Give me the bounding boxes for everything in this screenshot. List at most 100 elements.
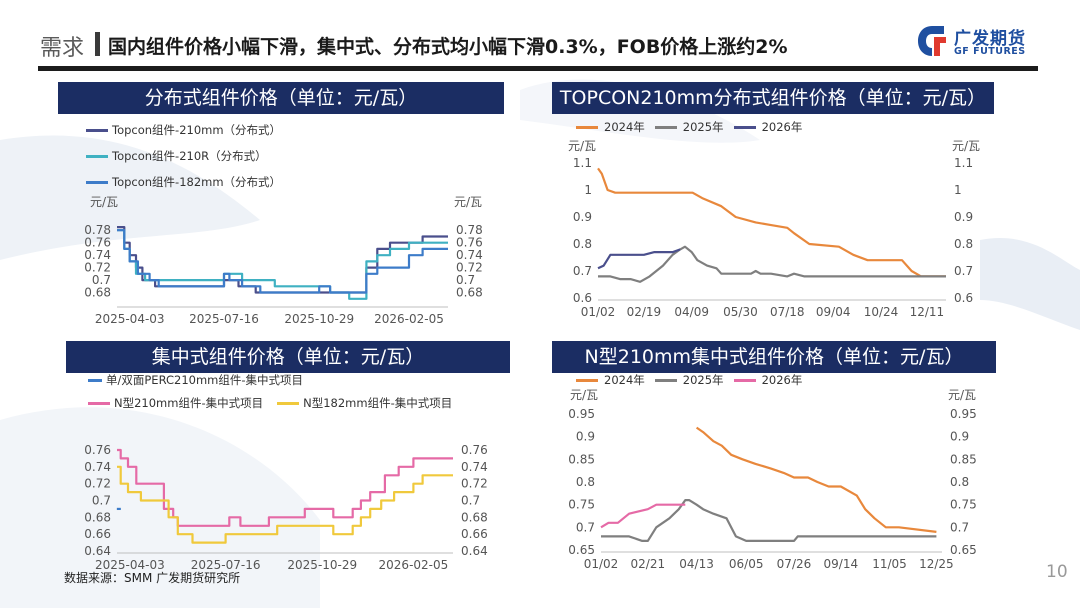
chart1-title: 分布式组件价格（单位：元/瓦） — [58, 82, 504, 114]
y-tick-label-right: 0.74 — [461, 460, 488, 474]
x-tick-label: 2026-02-05 — [374, 312, 444, 326]
y-axis-label-right: 元/瓦 — [948, 388, 976, 402]
y-tick-label-right: 0.76 — [456, 236, 483, 250]
y-tick-label-right: 0.8 — [950, 475, 969, 489]
legend-swatch — [88, 378, 102, 382]
y-tick-label-right: 0.75 — [950, 498, 977, 512]
x-tick-label: 02/19 — [627, 305, 662, 319]
y-tick-label-left: 0.74 — [84, 460, 111, 474]
legend-swatch — [86, 154, 108, 158]
chart4-legend: 2024年 2025年 2026年 — [576, 372, 812, 388]
legend-item: 2025年 — [654, 119, 724, 135]
y-tick-label-right: 0.7 — [456, 273, 475, 287]
y-tick-label-left: 0.8 — [576, 475, 595, 489]
legend-label: 2024年 — [604, 373, 645, 387]
x-tick-label: 2025-04-03 — [95, 312, 165, 326]
y-tick-label-left: 0.9 — [573, 210, 592, 224]
x-tick-label: 07/26 — [777, 557, 812, 571]
y-tick-label-left: 0.8 — [573, 237, 592, 251]
logo-en: GF FUTURES — [954, 46, 1026, 57]
y-tick-label-right: 0.68 — [461, 510, 488, 524]
y-tick-label-right: 0.6 — [954, 291, 973, 305]
x-tick-label: 11/05 — [872, 557, 907, 571]
y-tick-label-right: 0.76 — [461, 443, 488, 457]
y-axis-label-left: 元/瓦 — [90, 195, 118, 209]
chart2-legend: 2024年 2025年 2026年 — [576, 119, 812, 135]
y-tick-label-right: 0.68 — [456, 286, 483, 300]
x-tick-label: 12/25 — [919, 557, 954, 571]
series-line — [695, 426, 937, 533]
x-tick-label: 2025-10-29 — [287, 558, 357, 572]
legend-label: N型210mm组件-集中式项目 — [114, 396, 264, 410]
y-tick-label-right: 0.78 — [456, 223, 483, 237]
x-tick-label: 01/02 — [581, 305, 616, 319]
y-tick-label-right: 1 — [954, 183, 962, 197]
y-axis-label-right: 元/瓦 — [952, 139, 980, 153]
title-bar-accent — [95, 32, 100, 56]
y-tick-label-left: 0.78 — [84, 223, 111, 237]
x-tick-label: 12/11 — [910, 305, 945, 319]
x-tick-label: 2025-04-03 — [95, 558, 165, 572]
x-tick-label: 09/14 — [824, 557, 859, 571]
legend-swatch — [88, 401, 110, 405]
x-tick-label: 2025-07-16 — [191, 558, 261, 572]
legend-item: N型210mm组件-集中式项目 N型182mm组件-集中式项目 — [88, 389, 452, 417]
legend-label: 2024年 — [604, 120, 645, 134]
x-tick-label: 06/05 — [729, 557, 764, 571]
y-axis-label-right: 元/瓦 — [454, 195, 482, 209]
legend-item: 2026年 — [733, 372, 803, 388]
y-tick-label-left: 0.72 — [84, 477, 111, 491]
legend-swatch — [277, 401, 300, 405]
y-tick-label-left: 0.85 — [568, 452, 595, 466]
legend-label: 2026年 — [761, 373, 803, 387]
chart3-legend: 单/双面PERC210mm组件-集中式项目 N型210mm组件-集中式项目 N型… — [88, 371, 452, 417]
page-header: 需求 国内组件价格小幅下滑，集中式、分布式均小幅下滑0.3%，FOB价格上涨约2… — [0, 0, 1080, 74]
legend-item: Topcon组件-210R（分布式） — [86, 143, 281, 169]
y-tick-label-left: 0.7 — [92, 273, 111, 287]
y-tick-label-right: 0.65 — [950, 543, 977, 557]
series-line — [597, 248, 681, 270]
legend-item: Topcon组件-210mm（分布式） — [86, 117, 281, 143]
y-tick-label-right: 0.74 — [456, 248, 483, 262]
y-tick-label-left: 0.95 — [568, 407, 595, 421]
legend-swatch — [86, 128, 108, 132]
page-number: 10 — [1046, 562, 1068, 582]
chart2-title: TOPCON210mm分布式组件价格（单位：元/瓦） — [552, 82, 994, 114]
x-tick-label: 05/30 — [723, 305, 758, 319]
legend-item: 2024年 — [576, 372, 645, 388]
y-tick-label-right: 0.66 — [461, 527, 488, 541]
y-tick-label-right: 0.7 — [954, 264, 973, 278]
y-tick-label-left: 0.64 — [84, 544, 111, 558]
legend-swatch — [86, 180, 108, 184]
legend-label: Topcon组件-210R（分布式） — [112, 149, 267, 163]
y-tick-label-left: 0.66 — [84, 527, 111, 541]
y-tick-label-left: 0.7 — [573, 264, 592, 278]
x-tick-label: 09/04 — [816, 305, 851, 319]
y-tick-label-left: 0.68 — [84, 286, 111, 300]
y-tick-label-right: 0.95 — [950, 407, 977, 421]
legend-swatch — [654, 378, 677, 382]
section-label: 需求 — [40, 36, 85, 61]
y-tick-label-left: 0.75 — [568, 498, 595, 512]
legend-swatch — [576, 378, 598, 382]
x-tick-label: 07/18 — [770, 305, 805, 319]
legend-item: Topcon组件-182mm（分布式） — [86, 169, 281, 195]
y-tick-label-right: 0.7 — [950, 520, 969, 534]
y-tick-label-left: 0.6 — [573, 291, 592, 305]
legend-label: Topcon组件-182mm（分布式） — [112, 175, 282, 189]
y-tick-label-right: 0.8 — [954, 237, 973, 251]
y-axis-label-left: 元/瓦 — [570, 388, 598, 402]
logo-cn: 广发期货 — [954, 29, 1026, 49]
series-line — [601, 499, 937, 542]
y-axis-label-left: 元/瓦 — [568, 139, 596, 153]
legend-label: Topcon组件-210mm（分布式） — [112, 123, 282, 137]
y-tick-label-right: 0.7 — [461, 494, 480, 508]
y-tick-label-left: 1.1 — [573, 156, 592, 170]
y-tick-label-left: 0.74 — [84, 248, 111, 262]
chart4-title: N型210mm集中式组件价格（单位：元/瓦） — [552, 341, 996, 373]
series-line — [117, 465, 453, 544]
page-title: 国内组件价格小幅下滑，集中式、分布式均小幅下滑0.3%，FOB价格上涨约2% — [108, 36, 788, 58]
legend-item: 2025年 — [654, 372, 724, 388]
y-tick-label-left: 0.68 — [84, 510, 111, 524]
